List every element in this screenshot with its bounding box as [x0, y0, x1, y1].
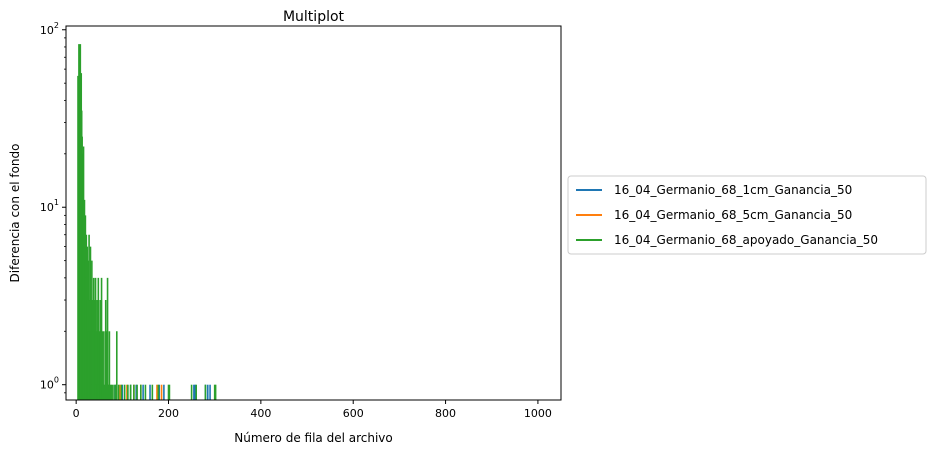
ticks-layer: 0 200 400 600 800 1000 100 101 102 [40, 21, 552, 420]
legend-entry: 16_04_Germanio_68_apoyado_Ganancia_50 [614, 233, 878, 247]
y-tick-label: 102 [40, 21, 59, 37]
series-3 [77, 44, 217, 400]
x-tick-label: 400 [250, 407, 271, 420]
y-tick-label: 101 [40, 198, 59, 214]
x-axis-label: Número de fila del archivo [234, 431, 393, 445]
series-layer [77, 44, 217, 400]
legend: 16_04_Germanio_68_1cm_Ganancia_50 16_04_G… [567, 175, 927, 255]
x-tick-label: 600 [343, 407, 364, 420]
legend-entry: 16_04_Germanio_68_1cm_Ganancia_50 [614, 183, 852, 197]
legend-entry: 16_04_Germanio_68_5cm_Ganancia_50 [614, 208, 852, 222]
x-tick-label: 1000 [524, 407, 552, 420]
x-tick-label: 800 [435, 407, 456, 420]
legend-box [567, 175, 927, 255]
x-tick-label: 0 [73, 407, 80, 420]
x-tick-label: 200 [158, 407, 179, 420]
plot-frame [65, 25, 562, 401]
y-tick-label: 100 [40, 376, 59, 392]
chart-title: Multiplot [283, 9, 345, 25]
y-axis-label: Diferencia con el fondo [8, 144, 22, 283]
